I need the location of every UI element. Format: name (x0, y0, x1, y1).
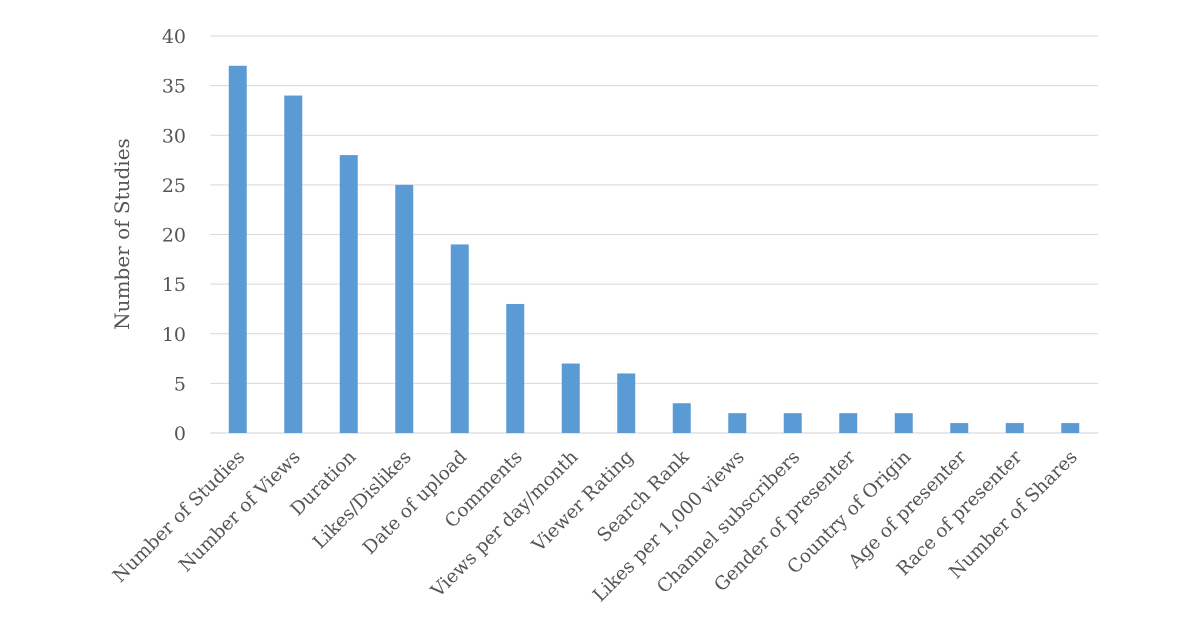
bar (839, 413, 858, 433)
y-tick-label: 0 (174, 423, 186, 445)
bar (395, 184, 414, 433)
y-tick-label: 40 (162, 26, 186, 48)
bar (284, 95, 303, 434)
gridlines (210, 35, 1098, 434)
x-category-label: Likes/Dislikes (309, 447, 416, 554)
y-tick-label: 5 (174, 373, 186, 395)
bar (617, 373, 636, 433)
bar (506, 303, 525, 433)
y-tick-label: 20 (162, 225, 186, 247)
bar (1061, 423, 1080, 433)
y-tick-label: 10 (162, 324, 186, 346)
y-axis-title: Number of Studies (110, 138, 134, 330)
bar (728, 413, 747, 433)
bar (894, 413, 913, 433)
y-axis-ticks: 0 5 10 15 20 25 30 35 40 (162, 26, 186, 445)
bar (450, 244, 469, 433)
y-tick-label: 30 (162, 125, 186, 147)
y-tick-label: 15 (162, 274, 186, 296)
bars (228, 65, 1080, 434)
y-tick-label: 35 (162, 76, 186, 98)
bar (950, 423, 969, 433)
x-category-label: Viewer Rating (528, 447, 638, 557)
bar (672, 403, 691, 433)
bar (339, 155, 358, 433)
bar (561, 363, 580, 433)
y-tick-label: 25 (162, 175, 186, 197)
bar (1005, 423, 1024, 433)
bar (783, 413, 802, 433)
bar (228, 65, 247, 434)
